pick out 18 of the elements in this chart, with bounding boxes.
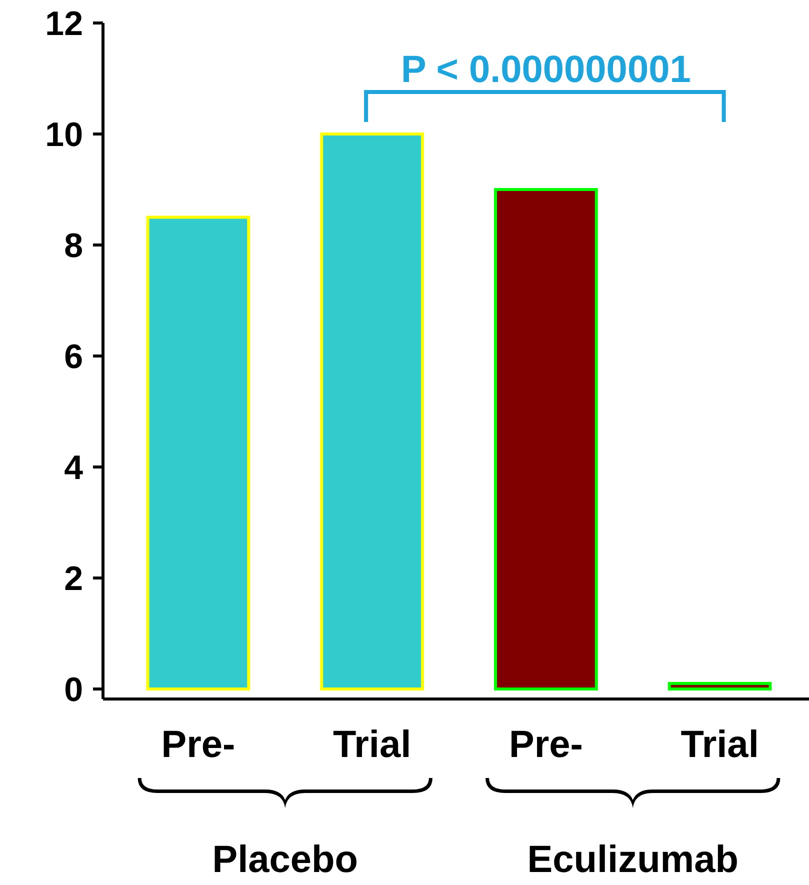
y-tick-label: 4 — [64, 448, 84, 487]
y-tick-label: 6 — [64, 338, 83, 376]
bar — [668, 682, 772, 690]
y-tick-label: 2 — [64, 560, 83, 598]
bar — [320, 132, 424, 690]
x-tick-label: Trial — [680, 724, 759, 766]
x-tick-label: Trial — [332, 724, 412, 766]
text: Placebo — [212, 839, 358, 881]
y-tick-label: 8 — [64, 226, 83, 265]
x-tick-label: Pre- — [508, 724, 583, 766]
annotation: P < 0.000000001 — [400, 49, 691, 91]
y-tick-label: 12 — [45, 4, 83, 43]
bar — [146, 216, 250, 690]
text: Eculizumab — [527, 839, 738, 881]
x-tick-label: Pre- — [161, 724, 236, 766]
y-tick-label: 0 — [64, 670, 83, 709]
bar — [494, 188, 598, 690]
y-tick-label: 10 — [45, 116, 83, 154]
